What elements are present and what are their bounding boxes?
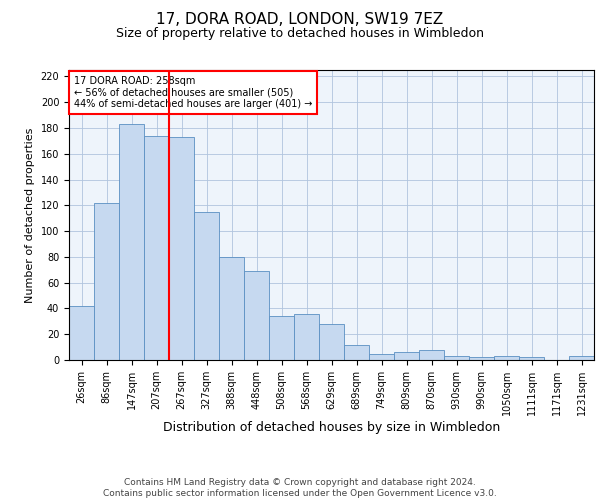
Bar bbox=[144, 136, 169, 360]
Bar bbox=[169, 137, 194, 360]
Bar bbox=[519, 358, 544, 360]
Text: Size of property relative to detached houses in Wimbledon: Size of property relative to detached ho… bbox=[116, 28, 484, 40]
Bar bbox=[244, 271, 269, 360]
Bar bbox=[194, 212, 219, 360]
Bar bbox=[219, 257, 244, 360]
Bar bbox=[494, 356, 519, 360]
Bar bbox=[469, 358, 494, 360]
Bar bbox=[369, 354, 394, 360]
Bar bbox=[94, 203, 119, 360]
Y-axis label: Number of detached properties: Number of detached properties bbox=[25, 128, 35, 302]
Bar bbox=[294, 314, 319, 360]
Bar bbox=[444, 356, 469, 360]
Bar bbox=[319, 324, 344, 360]
Bar bbox=[394, 352, 419, 360]
Text: 17 DORA ROAD: 258sqm
← 56% of detached houses are smaller (505)
44% of semi-deta: 17 DORA ROAD: 258sqm ← 56% of detached h… bbox=[74, 76, 313, 109]
Bar bbox=[69, 306, 94, 360]
Text: Contains HM Land Registry data © Crown copyright and database right 2024.
Contai: Contains HM Land Registry data © Crown c… bbox=[103, 478, 497, 498]
X-axis label: Distribution of detached houses by size in Wimbledon: Distribution of detached houses by size … bbox=[163, 420, 500, 434]
Bar bbox=[344, 344, 369, 360]
Bar bbox=[119, 124, 144, 360]
Bar bbox=[269, 316, 294, 360]
Text: 17, DORA ROAD, LONDON, SW19 7EZ: 17, DORA ROAD, LONDON, SW19 7EZ bbox=[157, 12, 443, 28]
Bar bbox=[419, 350, 444, 360]
Bar bbox=[569, 356, 594, 360]
